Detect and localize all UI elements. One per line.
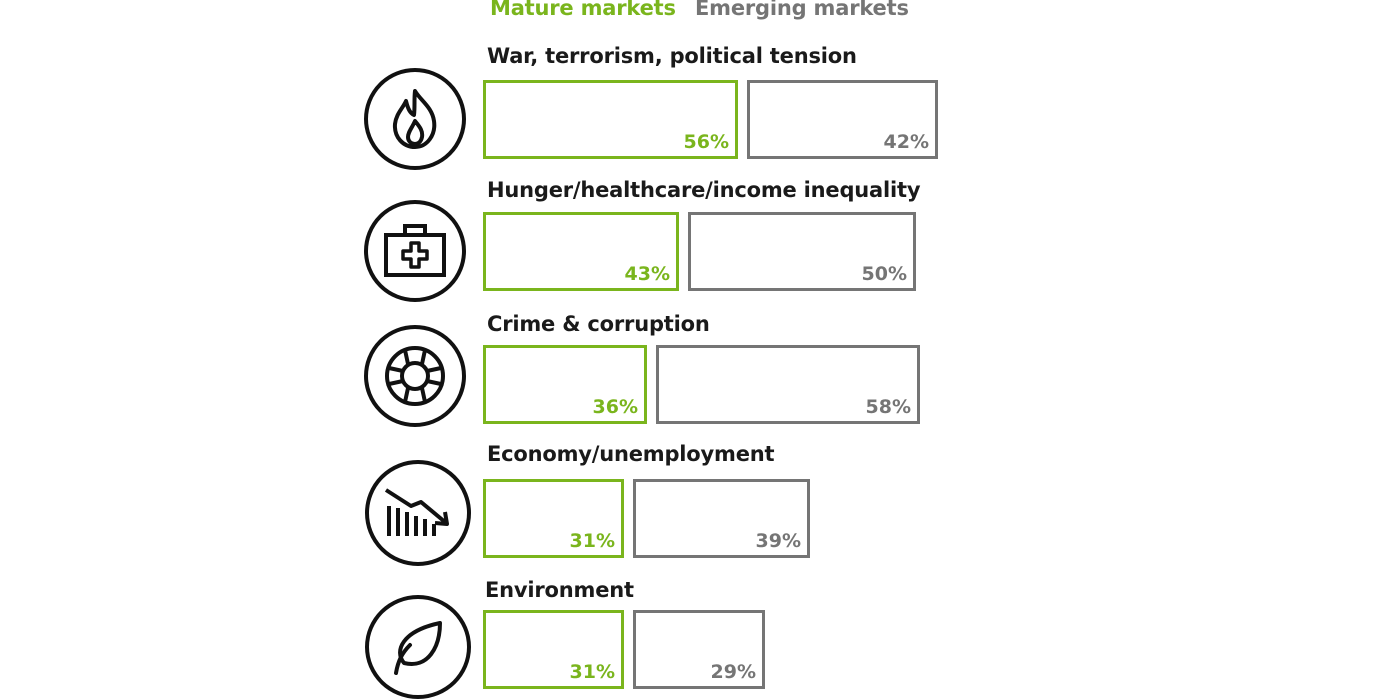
value-label-mature: 43% <box>624 263 670 285</box>
value-label-mature: 36% <box>592 396 638 418</box>
flame-icon <box>364 68 466 170</box>
legend-mature-markets: Mature markets <box>490 0 676 20</box>
value-label-emerging: 42% <box>883 131 929 153</box>
value-label-emerging: 29% <box>710 661 756 683</box>
value-label-mature: 31% <box>569 661 615 683</box>
category-label: Crime & corruption <box>487 312 710 336</box>
bar-emerging: 58% <box>656 345 920 424</box>
bar-mature: 43% <box>483 212 679 291</box>
bar-emerging: 29% <box>633 610 765 689</box>
category-label: Environment <box>485 578 634 602</box>
bar-mature: 31% <box>483 479 624 558</box>
bar-mature: 36% <box>483 345 647 424</box>
bar-emerging: 39% <box>633 479 810 558</box>
declining-chart-icon <box>365 460 471 566</box>
bar-mature: 56% <box>483 80 738 159</box>
leaf-icon <box>365 595 471 699</box>
category-label: Economy/unemployment <box>487 442 775 466</box>
value-label-mature: 56% <box>683 131 729 153</box>
legend-emerging-markets: Emerging markets <box>695 0 909 20</box>
category-label: War, terrorism, political tension <box>487 44 857 68</box>
bar-mature: 31% <box>483 610 624 689</box>
category-label: Hunger/healthcare/income inequality <box>487 178 921 202</box>
value-label-mature: 31% <box>569 530 615 552</box>
bar-emerging: 50% <box>688 212 916 291</box>
value-label-emerging: 58% <box>865 396 911 418</box>
lifebuoy-icon <box>364 325 466 427</box>
medical-kit-icon <box>364 200 466 302</box>
bar-emerging: 42% <box>747 80 938 159</box>
value-label-emerging: 39% <box>755 530 801 552</box>
value-label-emerging: 50% <box>861 263 907 285</box>
